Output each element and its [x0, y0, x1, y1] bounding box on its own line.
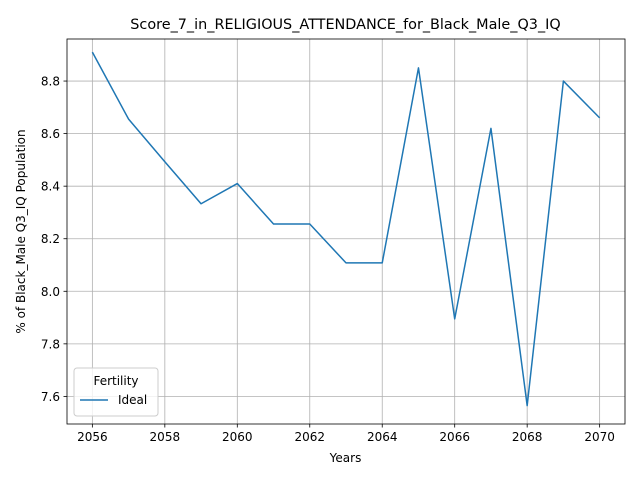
- legend-title: Fertility: [93, 374, 138, 388]
- x-tick-label: 2056: [77, 430, 108, 444]
- y-tick-label: 8.2: [41, 232, 60, 246]
- x-tick-label: 2058: [150, 430, 181, 444]
- x-tick-label: 2066: [439, 430, 470, 444]
- x-tick-label: 2062: [294, 430, 325, 444]
- y-tick-label: 8.8: [41, 75, 60, 89]
- x-tick-label: 2068: [512, 430, 543, 444]
- x-axis: 2056 2058 2060 2062 2064 2066 2068 2070: [77, 424, 615, 444]
- grid-lines: [67, 39, 625, 424]
- x-axis-label: Years: [329, 451, 362, 465]
- legend-label-ideal: Ideal: [118, 393, 147, 407]
- y-tick-label: 7.6: [41, 390, 60, 404]
- plot-frame: [66, 38, 626, 425]
- y-axis-label: % of Black_Male Q3_IQ Population: [14, 129, 28, 333]
- legend-box: [73, 367, 159, 417]
- y-tick-label: 8.4: [41, 180, 60, 194]
- x-tick-label: 2064: [367, 430, 398, 444]
- y-tick-label: 7.8: [41, 337, 60, 351]
- y-axis: 7.6 7.8 8.0 8.2 8.4 8.6 8.8: [41, 75, 67, 404]
- chart-title: Score_7_in_RELIGIOUS_ATTENDANCE_for_Blac…: [130, 17, 560, 33]
- x-tick-label: 2070: [584, 430, 615, 444]
- series-layer: [91, 51, 601, 407]
- y-tick-label: 8.6: [41, 127, 60, 141]
- y-tick-label: 8.0: [41, 285, 60, 299]
- x-tick-label: 2060: [222, 430, 253, 444]
- legend: Fertility Ideal: [73, 367, 159, 417]
